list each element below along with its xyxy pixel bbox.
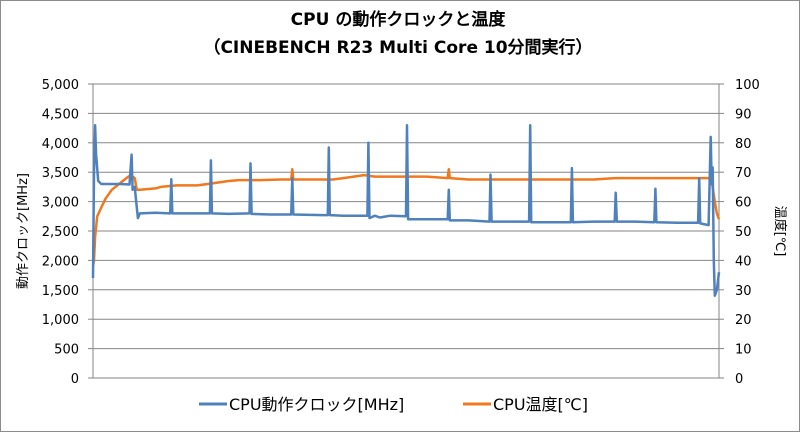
y2-tick-label: 50 [735,225,752,240]
y-tick-label: 2,500 [42,225,79,240]
y-tick-label: 3,500 [42,166,79,181]
y2-tick-label: 30 [735,284,752,299]
y2-tick-label: 40 [735,254,752,269]
chart-title: CPU の動作クロックと温度 [291,9,507,30]
y-axis-title: 動作クロック[MHz] [16,173,31,289]
series-line-0 [91,123,721,297]
y-tick-label: 5,000 [42,78,79,93]
y2-axis-title: 温度[℃] [772,206,788,257]
y-tick-label: 0 [71,372,79,387]
y-tick-label: 3,000 [42,196,79,211]
y2-tick-label: 80 [735,137,752,152]
y-tick-label: 4,000 [42,137,79,152]
y2-tick-label: 60 [735,196,752,211]
y2-tick-label: 70 [735,166,752,181]
chart-subtitle: （CINEBENCH R23 Multi Core 10分間実行） [203,37,592,58]
y-tick-label: 4,500 [42,107,79,122]
y-tick-label: 500 [54,343,79,358]
y2-tick-label: 90 [735,107,752,122]
y-tick-label: 1,000 [42,313,79,328]
axes: 0 0 500 10 1,000 20 1,500 30 2,000 40 2,500 50 3,000… [42,78,760,387]
y2-tick-label: 0 [735,372,743,387]
legend-label: CPU動作クロック[MHz] [229,395,404,414]
y2-tick-label: 10 [735,343,752,358]
y2-tick-label: 20 [735,313,752,328]
legend-label: CPU温度[℃] [493,395,588,414]
series-lines [91,123,721,297]
y2-tick-label: 100 [735,78,760,93]
y-tick-label: 1,500 [42,284,79,299]
legend: CPU動作クロック[MHz] CPU温度[℃] [199,395,588,414]
y-tick-label: 2,000 [42,254,79,269]
